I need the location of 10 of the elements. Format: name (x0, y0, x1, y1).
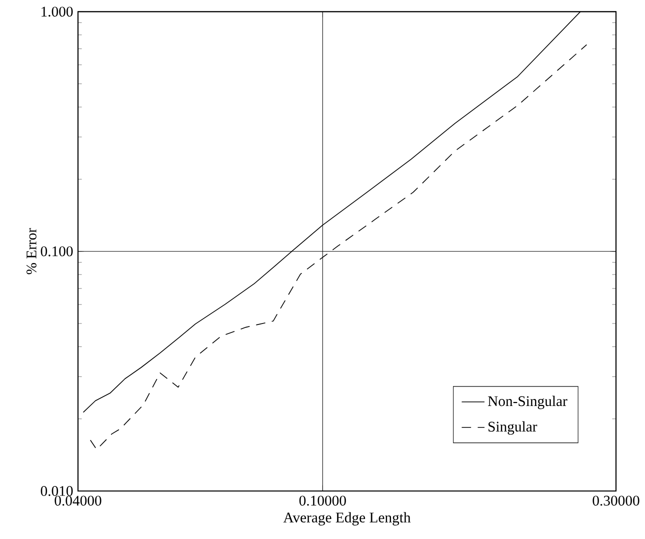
x-tick-label: 0.30000 (592, 496, 640, 506)
y-axis-title: % Error (26, 228, 36, 274)
x-axis-title: Average Edge Length (283, 512, 411, 526)
x-tick-label: 0.10000 (299, 496, 346, 506)
legend-label: Non-Singular (488, 396, 568, 410)
x-tick-label: 0.04000 (54, 496, 102, 506)
y-tick-label: 1.000 (42, 6, 73, 17)
y-tick-label: 0.100 (40, 246, 73, 256)
legend-label: Singular (488, 421, 538, 435)
y-tick-label: 0.010 (40, 486, 73, 496)
